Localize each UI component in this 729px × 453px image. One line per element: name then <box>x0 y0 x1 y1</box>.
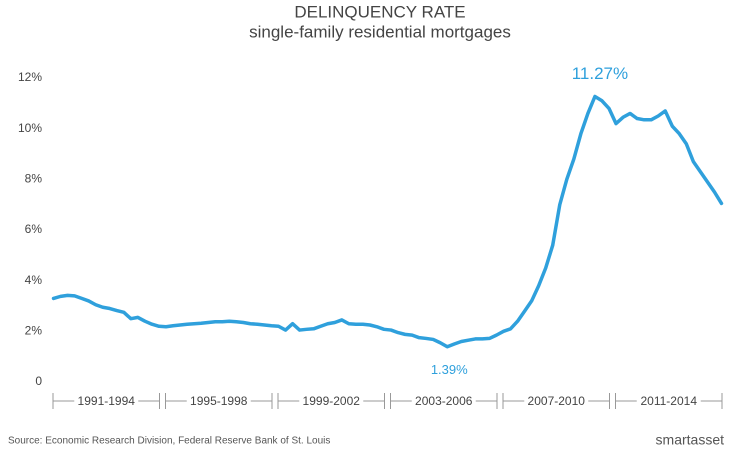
x-group-label: 1999-2002 <box>303 394 361 408</box>
chart-subtitle: single-family residential mortgages <box>249 22 511 41</box>
x-group-label: 2003-2006 <box>415 394 473 408</box>
label-bg <box>299 394 364 408</box>
y-tick-label: 10% <box>18 121 42 135</box>
data-line <box>51 94 724 349</box>
x-group-label: 1995-1998 <box>190 394 248 408</box>
label-bg <box>186 394 251 408</box>
x-group-label: 1991-1994 <box>78 394 136 408</box>
y-tick-label: 12% <box>18 70 42 84</box>
y-tick-label: 2% <box>25 324 43 338</box>
y-tick-label: 4% <box>25 273 43 287</box>
value-label: 1.39% <box>431 362 468 377</box>
x-group-label: 2007-2010 <box>528 394 586 408</box>
chart-title: DELINQUENCY RATE <box>294 2 465 21</box>
value-label: 11.27% <box>572 64 628 83</box>
label-bg <box>524 394 589 408</box>
y-tick-label: 6% <box>25 222 43 236</box>
y-tick-label: 0 <box>35 374 42 388</box>
x-group-label: 2011-2014 <box>641 394 698 408</box>
label-bg <box>636 394 701 408</box>
label-bg <box>74 394 139 408</box>
source-note: Source: Economic Research Division, Fede… <box>8 436 330 447</box>
y-tick-label: 8% <box>25 172 43 186</box>
label-bg <box>411 394 476 408</box>
logo: smartasset <box>656 432 725 448</box>
